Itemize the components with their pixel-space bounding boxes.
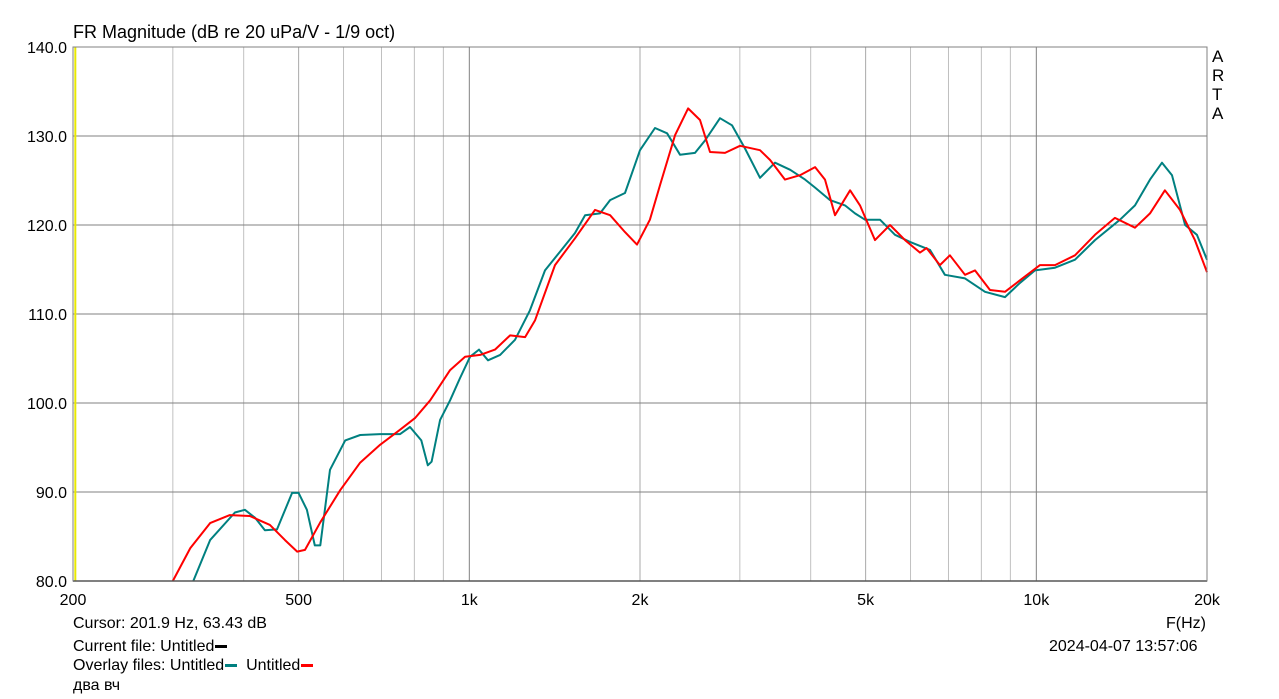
series-line-1 bbox=[192, 117, 1208, 582]
x-tick-label: 2k bbox=[632, 592, 650, 609]
overlay-files: Overlay files: Untitled Untitled bbox=[73, 657, 314, 675]
y-tick-label: 130.0 bbox=[27, 129, 67, 146]
x-tick-label: 200 bbox=[60, 592, 87, 609]
watermark-letter: T bbox=[1212, 85, 1223, 104]
y-tick-label: 100.0 bbox=[27, 396, 67, 413]
overlay-swatch-teal bbox=[225, 664, 238, 668]
x-axis-label: F(Hz) bbox=[1166, 615, 1206, 632]
watermark-letter: R bbox=[1212, 66, 1225, 85]
y-tick-label: 140.0 bbox=[27, 40, 67, 57]
current-file: Current file: Untitled bbox=[73, 638, 228, 656]
plot-border bbox=[72, 46, 1208, 582]
watermark-letter: A bbox=[1212, 47, 1224, 66]
x-tick-label: 500 bbox=[285, 592, 312, 609]
x-tick-label: 10k bbox=[1023, 592, 1050, 609]
watermark-letter: A bbox=[1212, 104, 1224, 123]
x-tick-label: 5k bbox=[857, 592, 875, 609]
timestamp: 2024-04-07 13:57:06 bbox=[1049, 638, 1198, 655]
overlay-label: Overlay files: Untitled bbox=[73, 657, 225, 674]
note-text: два вч bbox=[73, 677, 121, 694]
cursor-readout: Cursor: 201.9 Hz, 63.43 dB bbox=[73, 615, 267, 632]
overlay-swatch-red bbox=[301, 664, 314, 668]
y-tick-label: 110.0 bbox=[28, 307, 67, 324]
y-tick-label: 80.0 bbox=[36, 574, 67, 591]
series-line-2 bbox=[171, 107, 1208, 582]
chart-title: FR Magnitude (dB re 20 uPa/V - 1/9 oct) bbox=[73, 22, 396, 42]
x-tick-label: 1k bbox=[461, 592, 479, 609]
arta-watermark: A R T A bbox=[1212, 47, 1224, 123]
current-file-label: Current file: Untitled bbox=[73, 638, 215, 655]
y-tick-label: 90.0 bbox=[36, 485, 67, 502]
y-tick-label: 120.0 bbox=[27, 218, 67, 235]
overlay-name-2: Untitled bbox=[246, 657, 301, 674]
current-file-swatch bbox=[215, 645, 228, 649]
x-tick-label: 20k bbox=[1194, 592, 1221, 609]
